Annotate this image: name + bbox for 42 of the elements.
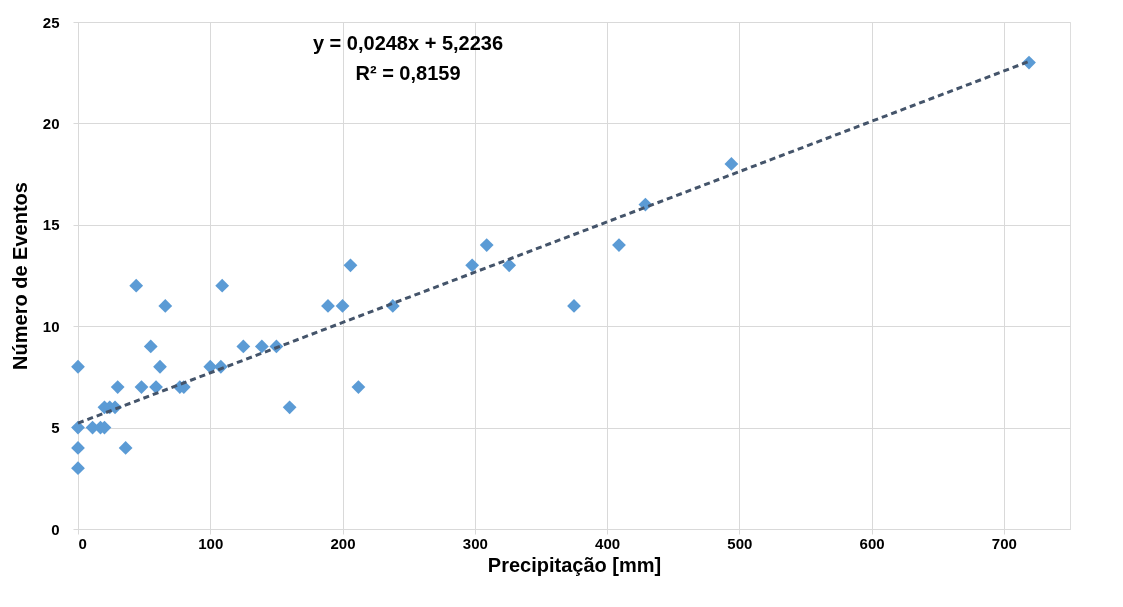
point bbox=[143, 339, 158, 354]
x-tick-label: 200 bbox=[330, 534, 356, 552]
point bbox=[567, 299, 581, 313]
point bbox=[282, 400, 297, 415]
point bbox=[110, 380, 125, 394]
point bbox=[254, 339, 269, 354]
annotation: y = 0,0248x + 5,2236 bbox=[312, 32, 504, 54]
point bbox=[465, 258, 480, 273]
point bbox=[71, 440, 85, 455]
annotation: R² = 0,8159 bbox=[355, 62, 461, 84]
point bbox=[321, 299, 335, 313]
x-tick-label: 600 bbox=[859, 534, 885, 552]
point bbox=[351, 380, 366, 394]
point bbox=[479, 238, 494, 252]
point bbox=[158, 299, 173, 313]
x-tick-label: 400 bbox=[595, 534, 621, 552]
y-axis-title: Número de Eventos bbox=[8, 182, 31, 370]
point bbox=[236, 339, 251, 354]
point bbox=[71, 461, 85, 476]
point bbox=[335, 299, 350, 313]
x-axis-title: Precipitação [mm] bbox=[487, 553, 662, 576]
x-tick-label: 700 bbox=[991, 534, 1017, 552]
x-tick-label: 300 bbox=[462, 534, 488, 552]
point bbox=[343, 258, 358, 273]
y-tick-label: 20 bbox=[42, 114, 60, 132]
point bbox=[71, 420, 85, 435]
point bbox=[215, 278, 230, 293]
point bbox=[502, 258, 517, 273]
point bbox=[129, 278, 144, 293]
point bbox=[724, 157, 739, 171]
x-tick-label: 0 bbox=[78, 534, 87, 552]
y-tick-label: 5 bbox=[51, 419, 60, 437]
y-tick-label: 10 bbox=[42, 317, 60, 335]
x-tick-label: 500 bbox=[727, 534, 753, 552]
y-tick-label: 0 bbox=[51, 520, 60, 538]
y-tick-label: 25 bbox=[42, 13, 60, 31]
y-tick-label: 15 bbox=[42, 216, 60, 234]
point bbox=[118, 440, 133, 455]
x-tick-label: 100 bbox=[198, 534, 224, 552]
point bbox=[153, 359, 167, 374]
point bbox=[71, 359, 85, 374]
point bbox=[134, 380, 149, 394]
